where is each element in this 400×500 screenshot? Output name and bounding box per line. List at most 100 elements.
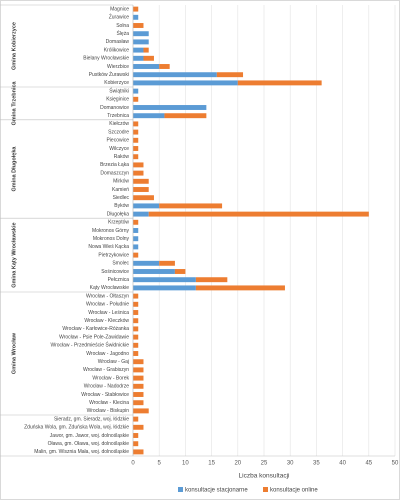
group-label: Gmina Wrocław: [11, 332, 17, 374]
category-label: Wrocław - Jagodno: [86, 351, 129, 357]
bar-segment: [133, 375, 144, 381]
category-label: Wrocław - Grabiszyn: [83, 367, 129, 373]
category-label: Solna: [116, 23, 129, 29]
bar-segment: [133, 187, 149, 192]
bar-segment: [133, 80, 238, 86]
group-label: Gmina Kąty Wrocławskie: [11, 222, 17, 287]
bar-segment: [133, 14, 139, 20]
bar-segment: [133, 334, 139, 340]
category-label: Wrocław - Południe: [86, 302, 129, 308]
legend-label: konsultacje stacjonarne: [185, 488, 248, 494]
category-label: Domaszczyn: [100, 170, 129, 176]
category-label: Raków: [114, 154, 130, 160]
bar-segment: [133, 293, 139, 299]
bar-segment: [133, 318, 139, 324]
category-label: Wrocław - Biskupin: [87, 408, 130, 414]
category-label: Brzezia Łąka: [100, 162, 129, 168]
category-label: Magnice: [110, 6, 129, 12]
x-tick-label: 25: [261, 461, 268, 467]
category-label: Sieradz, gm. Sieradz, woj. łódzkie: [54, 416, 129, 422]
bar-segment: [133, 228, 139, 233]
category-label: Mokronos Górny: [92, 228, 129, 234]
x-tick-label: 15: [208, 461, 215, 467]
x-tick-label: 5: [158, 461, 162, 467]
category-label: Wrocław - Psie Pole-Zawidawie: [59, 334, 129, 340]
category-label: Wrocław - Nadodrze: [84, 384, 129, 390]
bar-segment: [133, 121, 139, 127]
bar-segment: [133, 178, 149, 184]
bar-segment: [133, 96, 139, 102]
bar-segment: [133, 55, 144, 61]
category-label: Nowa Wieś Kącka: [88, 244, 129, 250]
bar-segment: [133, 170, 144, 176]
bar-segment: [133, 113, 165, 119]
category-label: Kamień: [112, 187, 129, 193]
bar-segment: [143, 47, 149, 53]
category-label: Szczodre: [108, 129, 129, 135]
bar-segment: [133, 424, 144, 430]
bar-segment: [174, 269, 186, 274]
category-label: Domasław: [106, 39, 130, 45]
bar-segment: [195, 285, 285, 291]
bar-segment: [133, 416, 139, 422]
bar-segment: [216, 72, 244, 78]
bar-segment: [133, 105, 207, 110]
category-label: Wrocław - Stabłowice: [81, 392, 129, 398]
bar-segment: [143, 55, 154, 61]
category-label: Krzeptów: [108, 220, 129, 226]
bar-segment: [133, 351, 139, 356]
category-label: Trzebnica: [107, 113, 129, 119]
category-label: Kąty Wrocławskie: [90, 285, 130, 291]
category-label: Jawor, gm. Jawor, woj. dolnośląskie: [50, 433, 129, 439]
bar-segment: [133, 408, 149, 414]
category-label: Sośnicowice: [101, 269, 129, 275]
category-label: Wrocław - Leśnica: [88, 310, 129, 316]
category-label: Mirków: [113, 179, 129, 185]
x-tick-label: 35: [313, 461, 320, 467]
category-label: Zduńska Wola, gm. Zduńska Wola, woj. łód…: [24, 425, 129, 431]
bar-segment: [133, 433, 139, 438]
category-label: Długołęka: [107, 211, 129, 217]
category-label: Wrocław - Ołtaszyn: [86, 293, 129, 299]
category-label: Mokronos Dolny: [93, 236, 130, 242]
category-label: Domanowice: [100, 105, 129, 111]
bar-segment: [133, 383, 144, 389]
bar-segment: [133, 88, 139, 94]
category-label: Malin, gm. Wisznia Mała, woj. dolnośląsk…: [34, 449, 129, 455]
bar-segment: [133, 6, 139, 12]
bar-segment: [133, 359, 144, 365]
x-tick-label: 50: [392, 461, 399, 467]
bar-segment: [133, 244, 139, 250]
category-label: Bielany Wrocławskie: [83, 56, 129, 62]
category-label: Kiełczów: [109, 121, 129, 127]
bar-segment: [148, 211, 369, 217]
bar-segment: [133, 260, 160, 266]
bar-segment: [133, 277, 196, 283]
legend-label: konsultacje online: [270, 488, 318, 494]
bar-segment: [133, 23, 144, 28]
x-tick-label: 10: [182, 461, 189, 467]
bar-segment: [133, 211, 149, 217]
bar-segment: [133, 367, 144, 373]
category-label: Wrocław - Karłowice-Różanka: [62, 326, 129, 332]
category-label: Kobierzyce: [104, 80, 129, 86]
bar-segment: [133, 146, 139, 151]
bar-segment: [133, 441, 139, 447]
bar-segment: [159, 260, 175, 266]
bar-segment: [133, 39, 149, 45]
x-tick-label: 20: [234, 461, 241, 467]
bar-segment: [133, 342, 139, 348]
bar-segment: [133, 195, 154, 201]
bar-segment: [133, 137, 139, 143]
x-tick-label: 0: [131, 461, 135, 467]
bar-segment: [195, 277, 228, 283]
category-label: Siedlec: [113, 195, 130, 201]
bar-segment: [133, 72, 217, 78]
category-label: Wrocław - Klecina: [89, 400, 129, 406]
category-label: Księginice: [106, 97, 129, 103]
bar-segment: [133, 203, 160, 209]
category-label: Pełcznica: [108, 277, 130, 283]
category-label: Wrocław - Borek: [92, 375, 129, 381]
category-label: Wrocław - Przedmieście Świdnickie: [50, 341, 129, 349]
x-axis-title: Liczba konsultacji: [239, 473, 290, 480]
